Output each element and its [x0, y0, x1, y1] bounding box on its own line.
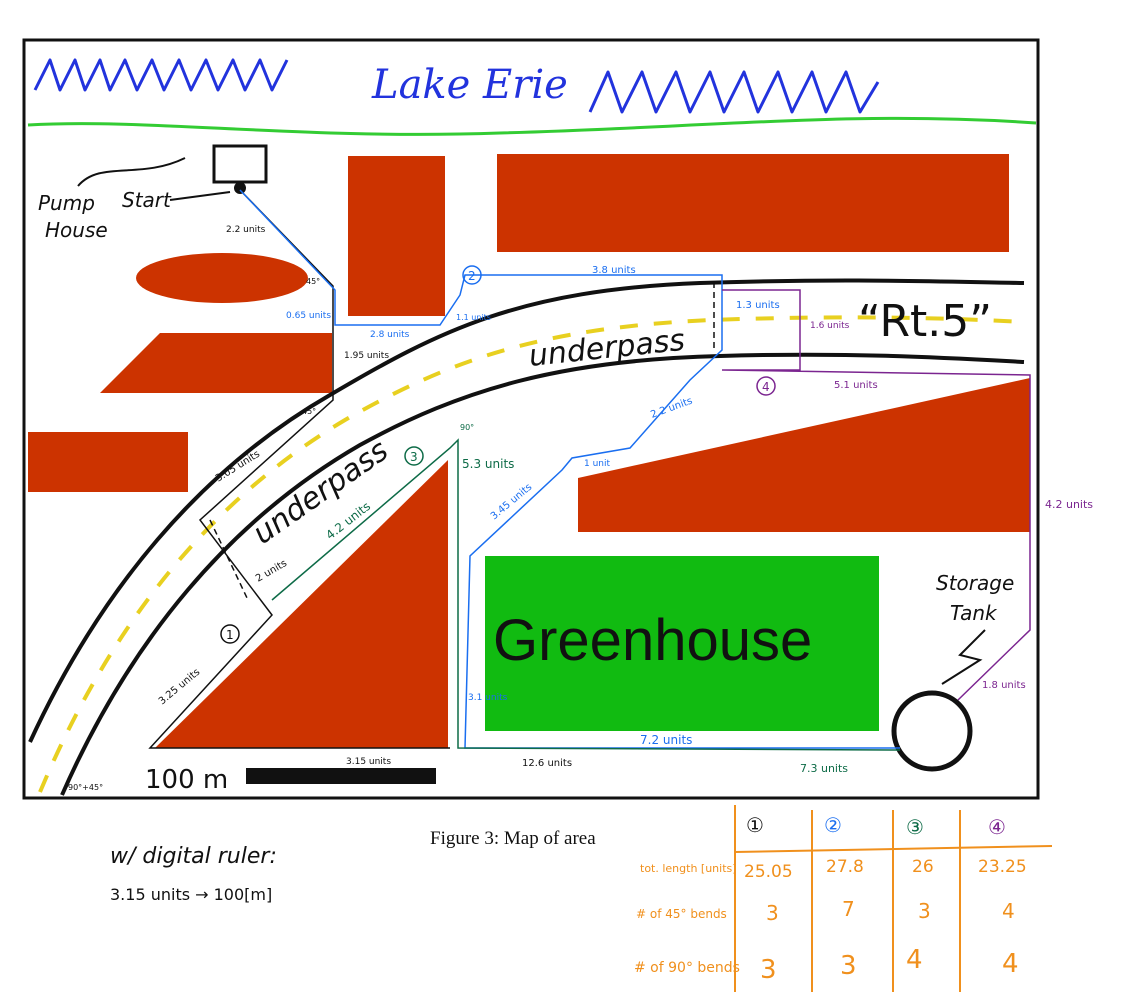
tank-arrow	[941, 629, 986, 685]
tank-label: Tank	[950, 601, 998, 625]
scale-bar	[246, 768, 436, 784]
len-1-8: 1.8 units	[982, 680, 1026, 691]
angle-45-b: 45°	[302, 407, 316, 416]
route-marker-2: 2	[462, 265, 482, 285]
scale-label: 100 m	[145, 765, 228, 795]
bends90-route-1: 3	[760, 955, 777, 985]
len-5-1: 5.1 units	[834, 380, 878, 391]
scale-units: 3.15 units	[346, 757, 391, 767]
len-0-65: 0.65 units	[286, 311, 331, 321]
route-marker-4: 4	[756, 376, 776, 396]
len-1-unit: 1 unit	[584, 459, 610, 469]
house-label: House	[45, 218, 108, 242]
bends90-route-4: 4	[1002, 949, 1019, 979]
bends90-route-3: 4	[906, 945, 923, 975]
start-label: Start	[122, 188, 172, 212]
route-marker-1: 1	[220, 624, 240, 644]
length-route-2: 27.8	[826, 857, 864, 877]
road-centerline	[38, 315, 1025, 793]
bends90-route-2: 3	[840, 951, 857, 981]
len-1-6: 1.6 units	[810, 321, 850, 331]
shoreline	[27, 116, 1037, 136]
storage-tank	[891, 690, 973, 772]
figure-caption: Figure 3: Map of area	[430, 828, 596, 849]
len-7-3: 7.3 units	[800, 762, 848, 775]
len-3-8: 3.8 units	[592, 265, 636, 276]
building-parallelogram	[100, 333, 332, 393]
road-edge-lower	[60, 352, 1025, 796]
bends45-route-2: 7	[842, 897, 855, 921]
svg-text:1: 1	[226, 628, 234, 642]
building-long	[497, 154, 1009, 252]
building-oval	[136, 253, 308, 303]
svg-text:2: 2	[468, 269, 476, 283]
length-route-1: 25.05	[744, 862, 793, 882]
route-3-line	[271, 438, 901, 751]
table-header-3: ③	[906, 815, 924, 839]
bends45-route-4: 4	[1002, 899, 1015, 923]
pump-label: Pump	[38, 191, 95, 215]
angle-90: 90°	[460, 423, 474, 432]
len-1-1: 1.1 units	[456, 313, 491, 322]
route-4-line	[721, 289, 1031, 701]
route-marker-3: 3	[404, 446, 424, 466]
ruler-note-line2: 3.15 units → 100[m]	[110, 885, 273, 904]
row-label-90: # of 90° bends	[634, 960, 740, 976]
ruler-note-line1: w/ digital ruler:	[110, 844, 277, 869]
svg-text:3: 3	[410, 450, 418, 464]
row-label-length: tot. length [units]	[640, 862, 737, 875]
length-route-3: 26	[912, 857, 934, 877]
route-2-line	[239, 189, 900, 749]
building-tall	[348, 156, 445, 316]
table-header-4: ④	[988, 815, 1006, 839]
len-4-2-purple: 4.2 units	[1045, 498, 1093, 511]
road-edge-upper	[28, 278, 1025, 743]
building-small	[28, 432, 188, 492]
bends45-route-3: 3	[918, 899, 931, 923]
angle-90-45: 90°+45°	[68, 783, 103, 792]
building-wedge-right	[578, 378, 1030, 532]
row-label-45: # of 45° bends	[636, 907, 727, 921]
pump-house	[212, 144, 268, 184]
road-label: “Rt.5”	[858, 296, 992, 347]
pump-arrow	[77, 157, 186, 187]
svg-text:4: 4	[762, 380, 770, 394]
underpass-crossing-1	[209, 519, 249, 601]
bends45-route-1: 3	[766, 901, 779, 925]
storage-label: Storage	[936, 571, 1014, 595]
len-7-2: 7.2 units	[640, 733, 692, 747]
length-route-4: 23.25	[978, 857, 1027, 877]
len-1-3: 1.3 units	[736, 300, 780, 311]
len-12-6: 12.6 units	[522, 758, 572, 769]
len-1-95: 1.95 units	[344, 351, 389, 361]
lake-waves-right	[588, 70, 880, 114]
route-1-line	[148, 189, 450, 749]
len-3-1: 3.1 units	[468, 693, 508, 703]
len-5-3: 5.3 units	[462, 457, 514, 471]
pump-start-point	[234, 182, 246, 194]
angle-45-a: 45°	[306, 277, 320, 286]
building-triangle-left	[155, 460, 448, 748]
lake-label: Lake Erie	[371, 62, 568, 108]
len-2-8: 2.8 units	[370, 330, 410, 340]
len-2-2: 2.2 units	[226, 225, 266, 235]
lake-waves-left	[33, 58, 289, 92]
greenhouse	[485, 556, 879, 731]
greenhouse-label: Greenhouse	[493, 608, 812, 673]
start-arrow	[169, 191, 231, 201]
table-header-2: ②	[824, 813, 842, 837]
table-header-1: ①	[746, 813, 764, 837]
